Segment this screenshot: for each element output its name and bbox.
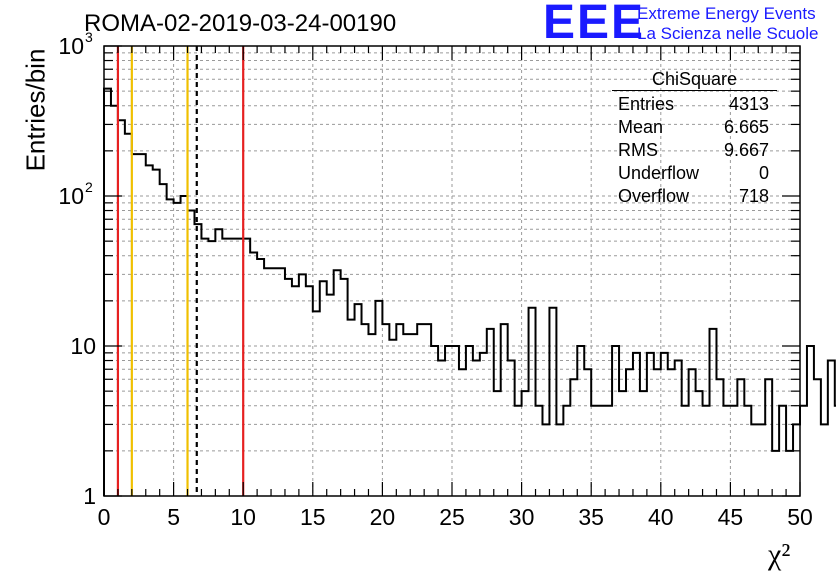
stats-label: Mean: [618, 117, 664, 137]
stats-value: 9.667: [723, 140, 769, 160]
y-tick-label: 10: [58, 33, 84, 59]
x-tick-label: 45: [718, 504, 744, 530]
stats-row-overflow: Overflow 718: [612, 185, 777, 208]
stats-label: RMS: [618, 140, 658, 160]
y-tick-label: 1: [83, 483, 96, 509]
stats-value: 718: [738, 186, 769, 206]
x-tick-label: 15: [300, 504, 326, 530]
y-tick-label: 10: [70, 333, 96, 359]
y-tick-exponent: 3: [85, 29, 93, 45]
stats-value: 6.665: [723, 117, 769, 137]
stats-label: Underflow: [618, 163, 700, 183]
x-axis-label: χ²: [768, 538, 791, 571]
stats-label: Overflow: [618, 186, 690, 206]
stats-row-rms: RMS 9.667: [612, 139, 777, 162]
x-tick-label: 0: [98, 504, 111, 530]
stats-value: 0: [758, 163, 769, 183]
y-tick-exponent: 2: [85, 179, 93, 195]
y-axis-label: Entries/bin: [20, 48, 51, 172]
stats-row-entries: Entries 4313: [612, 93, 777, 116]
eee-logo: EEE: [543, 0, 646, 49]
stats-box: ChiSquare Entries 4313 Mean 6.665 RMS 9.…: [612, 68, 777, 208]
x-tick-label: 50: [787, 504, 813, 530]
logo-line-2: La Scienza nelle Scuole: [637, 24, 819, 43]
stats-title: ChiSquare: [612, 68, 777, 91]
run-title: ROMA-02-2019-03-24-00190: [84, 10, 397, 37]
stats-value: 4313: [728, 94, 769, 114]
stats-row-underflow: Underflow 0: [612, 162, 777, 185]
x-tick-label: 5: [167, 504, 180, 530]
x-tick-label: 20: [370, 504, 396, 530]
stats-label: Entries: [618, 94, 675, 114]
y-tick-label: 10: [58, 183, 84, 209]
x-tick-label: 25: [439, 504, 465, 530]
x-tick-label: 30: [509, 504, 535, 530]
x-tick-label: 35: [578, 504, 604, 530]
stats-row-mean: Mean 6.665: [612, 116, 777, 139]
x-tick-label: 40: [648, 504, 674, 530]
x-tick-label: 10: [230, 504, 256, 530]
logo-line-1: Extreme Energy Events: [637, 4, 816, 23]
